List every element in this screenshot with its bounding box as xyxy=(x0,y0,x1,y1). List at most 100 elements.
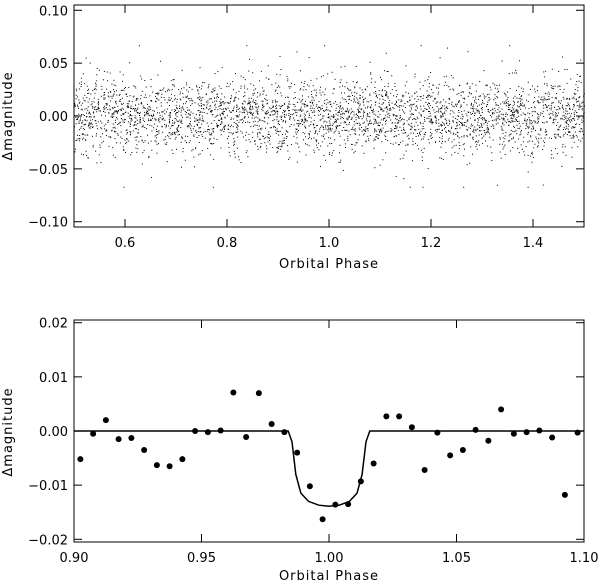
data-point xyxy=(153,115,155,117)
data-point xyxy=(435,129,437,131)
data-point xyxy=(331,128,333,130)
data-point xyxy=(103,71,105,73)
data-point xyxy=(176,112,178,114)
data-point xyxy=(213,131,215,133)
data-point xyxy=(350,100,352,102)
data-point xyxy=(156,130,158,132)
data-point xyxy=(532,156,534,158)
data-point xyxy=(463,186,465,188)
data-point xyxy=(268,131,270,133)
data-point xyxy=(543,83,545,85)
data-point xyxy=(405,150,407,152)
data-point xyxy=(187,98,189,100)
data-point xyxy=(572,118,574,120)
data-point xyxy=(474,119,476,121)
data-point xyxy=(429,95,431,97)
data-point xyxy=(320,113,322,115)
data-point xyxy=(542,184,544,186)
data-point xyxy=(219,104,221,106)
data-point xyxy=(219,129,221,131)
data-point xyxy=(484,140,486,142)
data-point xyxy=(156,107,158,109)
data-point xyxy=(408,138,410,140)
data-point xyxy=(197,103,199,105)
data-point xyxy=(320,76,322,78)
data-point xyxy=(399,158,401,160)
x-tick-label: 0.8 xyxy=(217,236,238,251)
data-point xyxy=(581,105,583,107)
data-point xyxy=(293,135,295,137)
data-point xyxy=(580,131,582,133)
data-point xyxy=(513,116,515,118)
data-point xyxy=(359,87,361,89)
data-point xyxy=(576,123,578,125)
data-point xyxy=(256,113,258,115)
data-point xyxy=(78,102,80,104)
data-point xyxy=(128,86,130,88)
data-point xyxy=(296,114,298,116)
data-point xyxy=(247,103,249,105)
data-point xyxy=(496,84,498,86)
data-point xyxy=(469,134,471,136)
data-point xyxy=(342,113,344,115)
data-point xyxy=(474,114,476,116)
data-point xyxy=(573,106,575,108)
data-point xyxy=(101,122,103,124)
data-point xyxy=(565,118,567,120)
data-point xyxy=(431,133,433,135)
data-point xyxy=(200,103,202,105)
data-point xyxy=(571,156,573,158)
data-point xyxy=(509,120,511,122)
data-point xyxy=(231,133,233,135)
data-point xyxy=(437,87,439,89)
data-point xyxy=(100,95,102,97)
data-point xyxy=(396,104,398,106)
data-point xyxy=(487,103,489,105)
data-point xyxy=(265,113,267,115)
data-point xyxy=(377,138,379,140)
data-point xyxy=(537,114,539,116)
data-point xyxy=(82,133,84,135)
data-point xyxy=(134,117,136,119)
data-point xyxy=(416,95,418,97)
data-point xyxy=(292,103,294,105)
data-point xyxy=(545,134,547,136)
data-point xyxy=(321,125,323,127)
data-point xyxy=(313,124,315,126)
data-point xyxy=(300,109,302,111)
data-point xyxy=(562,107,564,109)
data-point xyxy=(407,143,409,145)
data-point xyxy=(460,91,462,93)
data-point xyxy=(178,105,180,107)
data-point xyxy=(157,98,159,100)
data-point xyxy=(103,92,105,94)
data-point xyxy=(180,121,182,123)
data-point xyxy=(88,157,90,159)
data-point xyxy=(151,100,153,102)
data-point xyxy=(418,128,420,130)
data-point xyxy=(189,123,191,125)
data-point xyxy=(319,128,321,130)
data-point xyxy=(416,107,418,109)
data-point xyxy=(281,115,283,117)
data-point xyxy=(189,109,191,111)
data-point xyxy=(188,113,190,115)
data-point xyxy=(326,99,328,101)
data-point xyxy=(536,427,543,434)
data-point xyxy=(167,99,169,101)
data-point xyxy=(104,91,106,93)
data-point xyxy=(112,108,114,110)
data-point xyxy=(115,436,122,443)
data-point xyxy=(195,118,197,120)
data-point xyxy=(137,131,139,133)
data-point xyxy=(440,107,442,109)
data-point xyxy=(243,433,250,440)
data-point xyxy=(137,123,139,125)
data-point xyxy=(259,147,261,149)
data-point xyxy=(173,99,175,101)
data-point xyxy=(583,134,585,136)
data-point xyxy=(569,131,571,133)
data-point xyxy=(525,146,527,148)
data-point xyxy=(255,104,257,106)
data-point xyxy=(114,130,116,132)
